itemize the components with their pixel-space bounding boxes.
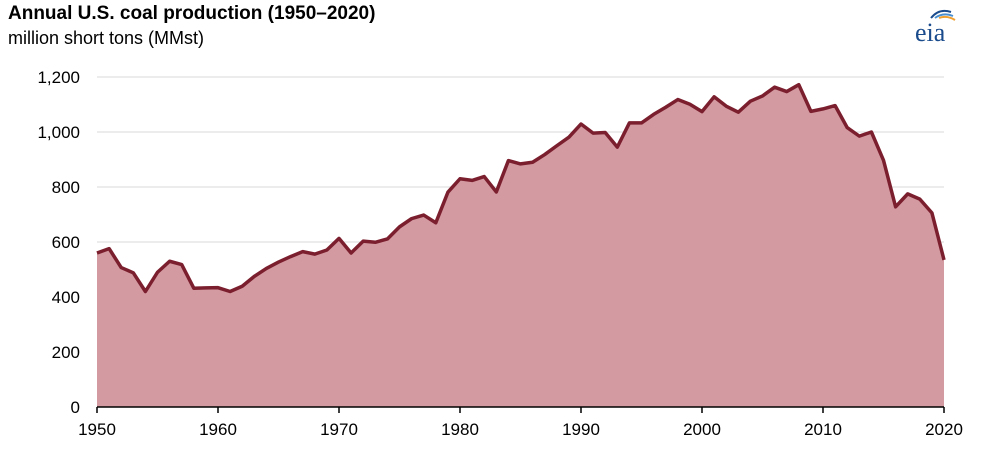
x-tick-label: 2010	[804, 420, 842, 439]
eia-logo-text: eia	[915, 18, 946, 47]
chart-title: Annual U.S. coal production (1950–2020)	[8, 3, 376, 24]
chart-subtitle: million short tons (MMst)	[8, 28, 205, 48]
y-tick-label: 1,000	[37, 123, 80, 142]
x-axis-ticks: 1950 1960 1970 1980 1990 2000 2010 2020	[78, 407, 963, 439]
area-fill	[97, 84, 944, 407]
series-line	[96, 82, 946, 294]
x-tick-label: 1950	[78, 420, 116, 439]
x-tick-label: 1960	[199, 420, 237, 439]
x-tick-label: 2020	[925, 420, 963, 439]
x-tick-label: 1970	[320, 420, 358, 439]
x-tick-label: 2000	[683, 420, 721, 439]
y-tick-label: 800	[52, 178, 80, 197]
y-tick-label: 200	[52, 343, 80, 362]
x-tick-label: 1980	[441, 420, 479, 439]
y-tick-label: 400	[52, 288, 80, 307]
y-tick-label: 600	[52, 233, 80, 252]
eia-logo: eia	[905, 6, 975, 47]
eia-logo-icon	[930, 9, 956, 21]
y-tick-label: 0	[71, 398, 80, 417]
y-axis-ticks: 0 200 400 600 800 1,000 1,200	[37, 68, 80, 417]
y-tick-label: 1,200	[37, 68, 80, 87]
x-tick-label: 1990	[562, 420, 600, 439]
